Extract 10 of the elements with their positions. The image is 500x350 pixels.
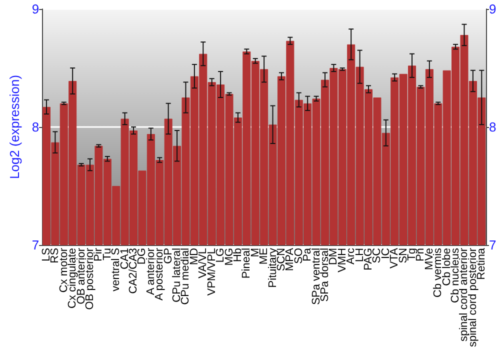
y2-tick-label: 8 — [489, 119, 496, 134]
x-tick-label: Tg — [406, 248, 418, 261]
y2-tick-label: 7 — [489, 237, 496, 252]
y2-tick-label: 9 — [489, 2, 496, 16]
y-tick-label: 9 — [32, 2, 40, 16]
x-tick-label: OB posterior — [84, 248, 96, 310]
y-axis-title: Log2 (expression) — [7, 74, 22, 180]
y-tick-label: 7 — [32, 237, 40, 252]
x-tick-label: A posterior — [154, 248, 166, 301]
y-tick-label: 8 — [32, 119, 40, 134]
